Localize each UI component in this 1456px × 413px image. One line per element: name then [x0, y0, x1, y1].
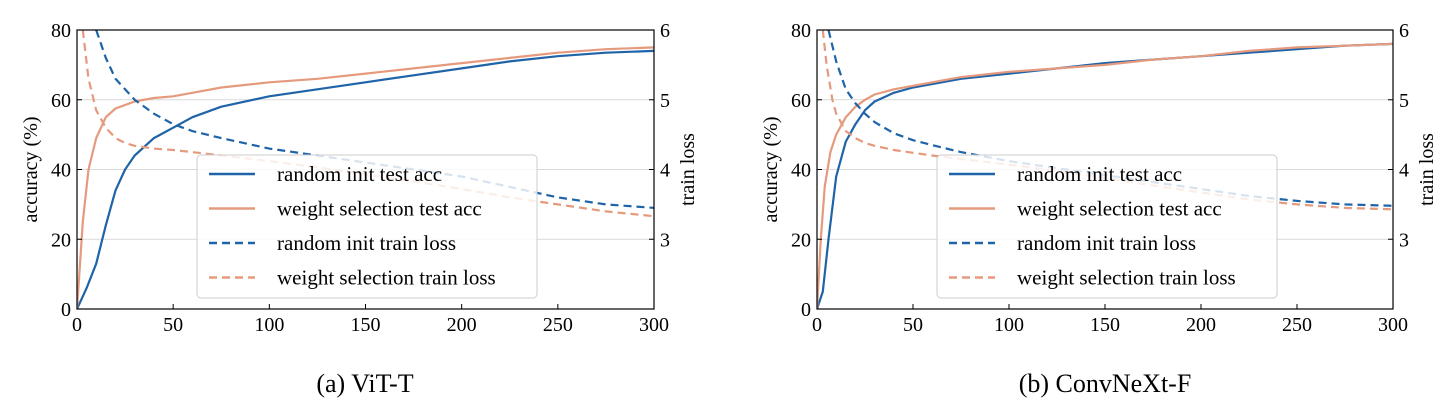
legend-label-3: weight selection train loss — [277, 266, 496, 290]
y2-tick-label: 4 — [660, 160, 670, 182]
legend: random init test acc weight selection tes… — [936, 154, 1278, 299]
y-axis-label: accuracy (%) — [20, 116, 42, 222]
x-tick-label: 150 — [351, 314, 381, 336]
legend-label-1: weight selection test acc — [1017, 197, 1222, 221]
y2-tick-label: 6 — [1399, 20, 1409, 42]
x-tick-label: 250 — [1282, 314, 1312, 336]
y-tick-label: 60 — [51, 90, 71, 112]
y-tick-label: 80 — [791, 20, 811, 42]
legend-label-1: weight selection test acc — [277, 197, 482, 221]
x-tick-label: 50 — [903, 314, 923, 336]
legend-label-2: random init train loss — [1017, 231, 1196, 255]
y-tick-label: 20 — [791, 229, 811, 251]
x-tick-label: 200 — [447, 314, 477, 336]
y-tick-label: 0 — [801, 299, 811, 321]
series-line-0 — [77, 49, 654, 309]
y2-tick-label: 4 — [1399, 160, 1409, 182]
series-line-0 — [817, 42, 1393, 309]
y2-tick-label: 5 — [1399, 90, 1409, 112]
legend-label-2: random init train loss — [277, 231, 456, 255]
y-tick-label: 40 — [791, 160, 811, 182]
chart-1: 0 50 100 150 200 250 300 0 20 40 60 80 3 4 5 6 accuracy … — [760, 20, 1438, 398]
series-line-1 — [77, 46, 654, 309]
y-axis-label: accuracy (%) — [760, 116, 782, 222]
legend-box — [936, 154, 1278, 299]
y2-tick-label: 3 — [660, 229, 670, 251]
x-tick-label: 0 — [72, 314, 82, 336]
chart-caption: (a) ViT-T — [316, 369, 413, 398]
chart-0: 0 50 100 150 200 250 300 0 20 40 60 80 3 4 5 6 accuracy … — [20, 20, 699, 398]
y-tick-label: 40 — [51, 160, 71, 182]
y-tick-label: 60 — [791, 90, 811, 112]
y-tick-label: 20 — [51, 229, 71, 251]
y2-tick-label: 5 — [660, 90, 670, 112]
x-tick-label: 300 — [1378, 314, 1408, 336]
x-tick-label: 250 — [543, 314, 573, 336]
legend: random init test acc weight selection tes… — [196, 154, 538, 299]
y-tick-label: 0 — [61, 299, 71, 321]
x-tick-label: 0 — [812, 314, 822, 336]
x-tick-label: 100 — [254, 314, 284, 336]
series-line-1 — [817, 42, 1393, 309]
y2-tick-label: 3 — [1399, 229, 1409, 251]
chart-caption: (b) ConvNeXt-F — [1019, 369, 1192, 398]
legend-box — [196, 154, 538, 299]
x-tick-label: 100 — [994, 314, 1024, 336]
y2-axis-label: train loss — [677, 133, 699, 206]
y-tick-label: 80 — [51, 20, 71, 42]
y2-tick-label: 6 — [660, 20, 670, 42]
x-tick-label: 300 — [639, 314, 669, 336]
x-tick-label: 50 — [163, 314, 183, 336]
legend-label-0: random init test acc — [277, 162, 442, 186]
legend-label-3: weight selection train loss — [1017, 266, 1236, 290]
series-line-2 — [827, 30, 1393, 207]
series-line-2 — [95, 30, 654, 209]
x-tick-label: 150 — [1090, 314, 1120, 336]
legend-label-0: random init test acc — [1017, 162, 1182, 186]
y2-axis-label: train loss — [1416, 133, 1438, 206]
x-tick-label: 200 — [1186, 314, 1216, 336]
